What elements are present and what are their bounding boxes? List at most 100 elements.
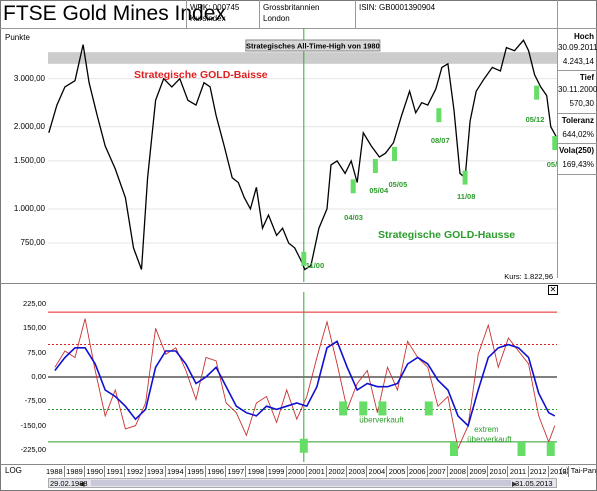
x-tick-label: 1994 xyxy=(166,466,186,477)
x-tick-label: 1993 xyxy=(146,466,166,477)
wpk-cell: WPK: 000745 Kursindex xyxy=(186,0,260,28)
separator xyxy=(558,113,597,114)
end-date: 31.05.2013 xyxy=(515,479,553,488)
price-y-tick-label: 3.000,00 xyxy=(13,73,45,83)
signal-marker xyxy=(436,108,442,123)
tief-label: Tief xyxy=(579,73,594,82)
x-tick-label: 2011 xyxy=(508,466,529,477)
x-tick-label: 2006 xyxy=(408,466,428,477)
hoch-label: Hoch xyxy=(574,32,594,41)
hoch-date: 30.09.2011 xyxy=(558,43,597,52)
isin-cell: ISIN: GB0001390904 xyxy=(356,0,558,28)
scrollbar[interactable]: ◀ ▶ xyxy=(48,478,557,488)
exchange-text: London xyxy=(263,14,290,23)
right-panel xyxy=(557,28,558,278)
toleranz-label: Toleranz xyxy=(561,116,594,125)
oversold-marker xyxy=(359,401,368,416)
extreme-oversold-label: überverkauft xyxy=(467,435,512,444)
page-title: FTSE Gold Mines Index xyxy=(3,2,226,25)
x-axis-divider xyxy=(0,464,597,465)
oversold-marker xyxy=(424,401,433,416)
price-y-tick-label: 1.500,00 xyxy=(13,155,45,165)
x-tick-label: 1990 xyxy=(85,466,106,477)
indicator-y-tick-label: 0,00 xyxy=(31,372,46,381)
price-series-line xyxy=(48,39,557,271)
x-tick-label: 2000 xyxy=(287,466,307,477)
separator xyxy=(558,174,597,175)
y-axis-label: Punkte xyxy=(5,33,30,42)
ath-label: Strategisches All-Time-High von 1980 xyxy=(246,42,380,51)
hoch-value: 4.243,14 xyxy=(562,57,594,66)
price-y-tick-label: 750,00 xyxy=(20,238,45,248)
credit-label: (c) Tai-Pan xyxy=(560,466,597,475)
signal-date-label: 05/12 xyxy=(526,115,545,124)
x-tick-label: 2002 xyxy=(327,466,348,477)
signal-date-label: 08/07 xyxy=(431,136,450,145)
x-tick-label: 1996 xyxy=(206,466,227,477)
x-tick-label: 1991 xyxy=(105,466,126,477)
scroll-right-arrow-icon[interactable]: ▶ xyxy=(512,481,518,488)
signal-marker xyxy=(372,159,378,174)
separator xyxy=(558,70,597,71)
extreme-oversold-label: extrem xyxy=(474,425,499,434)
x-tick-label: 2012 xyxy=(529,466,549,477)
indicator-y-tick-label: -75,00 xyxy=(24,396,46,406)
indicator-y-tick-label: 150,00 xyxy=(23,323,46,333)
signal-marker xyxy=(350,179,356,194)
indicator-y-tick-label: 75,00 xyxy=(27,347,46,357)
signal-marker xyxy=(534,85,540,100)
ath-label-box xyxy=(245,39,381,52)
x-tick-label: 2009 xyxy=(468,466,489,477)
wpk-sub-text: Kursindex xyxy=(190,14,226,23)
fast-oscillator-line xyxy=(54,318,556,450)
x-tick-label: 1995 xyxy=(186,466,207,477)
country-cell: Grossbritannien London xyxy=(260,0,356,28)
signal-date-label: 05/04 xyxy=(369,186,389,195)
slow-oscillator-line xyxy=(54,340,556,428)
x-tick-label: 2010 xyxy=(488,466,509,477)
x-tick-label: 1992 xyxy=(125,466,146,477)
close-indicator-icon[interactable]: ✕ xyxy=(548,285,558,295)
wpk-text: WPK: 000745 xyxy=(190,3,240,12)
signal-date-label: 05/13 xyxy=(547,160,557,169)
oversold-marker xyxy=(299,438,308,453)
current-price-label: Kurs: 1.822,96 xyxy=(504,272,553,281)
separator xyxy=(558,143,597,144)
signal-date-label: 11/08 xyxy=(457,192,475,201)
toleranz-value: 644,02% xyxy=(562,130,594,139)
x-tick-label: 1988 xyxy=(45,466,65,477)
x-tick-label: 2007 xyxy=(428,466,448,477)
tief-date: 30.11.2000 xyxy=(558,85,597,94)
scroll-thumb[interactable] xyxy=(91,480,511,486)
ath-band xyxy=(48,52,557,64)
signal-marker xyxy=(392,146,398,161)
oversold-marker xyxy=(449,441,458,456)
oversold-marker xyxy=(517,441,526,456)
country-text: Grossbritannien xyxy=(263,3,320,12)
panel-divider xyxy=(0,283,597,284)
isin-text: ISIN: GB0001390904 xyxy=(359,3,436,12)
signal-date-label: 11/00 xyxy=(306,261,324,270)
indicator-y-tick-label: -150,00 xyxy=(20,420,46,430)
scroll-left-arrow-icon[interactable]: ◀ xyxy=(79,481,85,488)
x-tick-label: 2005 xyxy=(387,466,408,477)
oversold-marker xyxy=(546,441,555,456)
x-tick-label: 1989 xyxy=(65,466,86,477)
signal-marker xyxy=(301,251,307,266)
indicator-y-tick-label: 225,00 xyxy=(23,299,46,308)
oversold-marker xyxy=(339,401,348,416)
price-y-tick-label: 2.000,00 xyxy=(13,121,45,131)
vola-value: 169,43% xyxy=(562,160,594,169)
x-tick-label: 2001 xyxy=(307,466,328,477)
x-tick-label: 2008 xyxy=(448,466,469,477)
header-bar: FTSE Gold Mines Index WPK: 000745 Kursin… xyxy=(0,0,597,29)
signal-date-label: 05/05 xyxy=(389,180,408,189)
oversold-marker xyxy=(378,401,387,416)
signal-date-label: 04/03 xyxy=(344,213,363,222)
signal-marker xyxy=(552,136,557,151)
x-tick-label: 2013 xyxy=(549,466,569,477)
x-tick-label: 1997 xyxy=(226,466,247,477)
oversold-label: überverkauft xyxy=(359,415,404,424)
x-tick-label: 2004 xyxy=(367,466,388,477)
